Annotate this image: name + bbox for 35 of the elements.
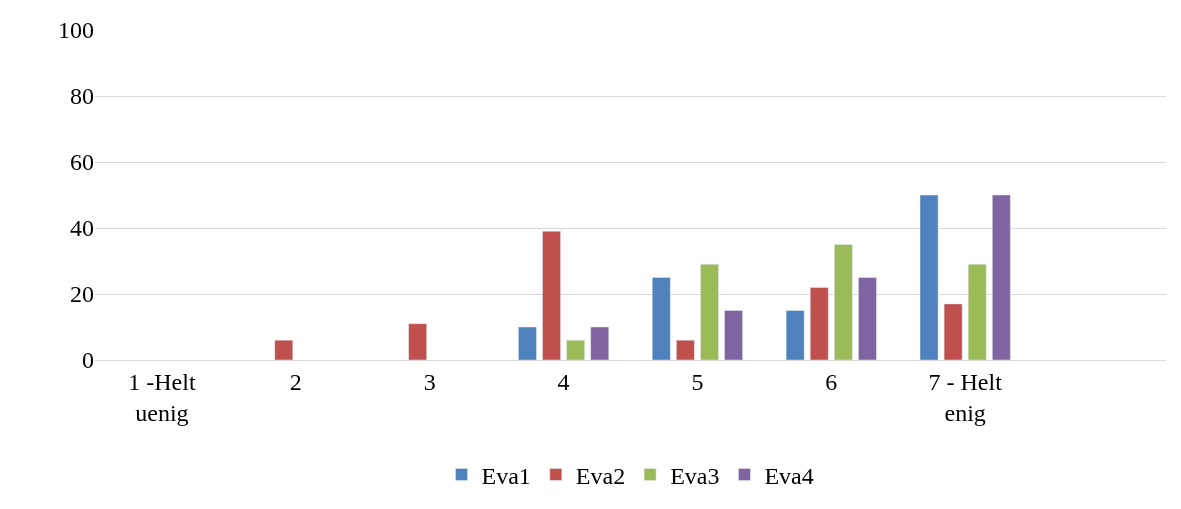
x-tick-label: 3 xyxy=(423,368,436,395)
y-tick-label: 40 xyxy=(70,215,94,242)
bar xyxy=(858,277,877,360)
bar xyxy=(919,194,939,360)
legend-label: Eva3 xyxy=(670,462,720,489)
bar xyxy=(724,310,743,360)
y-tick-label: 80 xyxy=(70,83,94,110)
x-tick-label: 2 xyxy=(289,368,302,395)
bar xyxy=(943,303,963,360)
bar xyxy=(652,277,671,360)
y-tick-label: 20 xyxy=(70,281,94,308)
bar xyxy=(676,339,695,360)
x-tick-label: 5 xyxy=(691,368,704,395)
bar xyxy=(834,244,853,360)
x-tick-label: 1 -Helt uenig xyxy=(128,368,196,426)
bar xyxy=(274,339,294,360)
legend-label: Eva4 xyxy=(764,462,814,489)
bar xyxy=(590,326,609,360)
bar xyxy=(700,264,719,360)
bar xyxy=(992,194,1011,360)
x-tick-label: 4 xyxy=(557,368,570,395)
x-tick-label: 6 xyxy=(825,368,838,395)
legend-label: Eva1 xyxy=(481,462,531,489)
bar xyxy=(518,326,537,360)
x-tick-label: 7 - Helt enig xyxy=(928,368,1003,426)
bar xyxy=(967,264,987,360)
y-tick-label: 100 xyxy=(58,17,94,44)
bar xyxy=(408,323,427,360)
legend-label: Eva2 xyxy=(575,462,626,489)
bar xyxy=(566,339,585,360)
y-tick-label: 60 xyxy=(70,149,94,176)
bar xyxy=(542,231,561,360)
y-tick-label: 0 xyxy=(82,347,94,374)
bar xyxy=(785,310,805,360)
bar xyxy=(809,287,829,360)
